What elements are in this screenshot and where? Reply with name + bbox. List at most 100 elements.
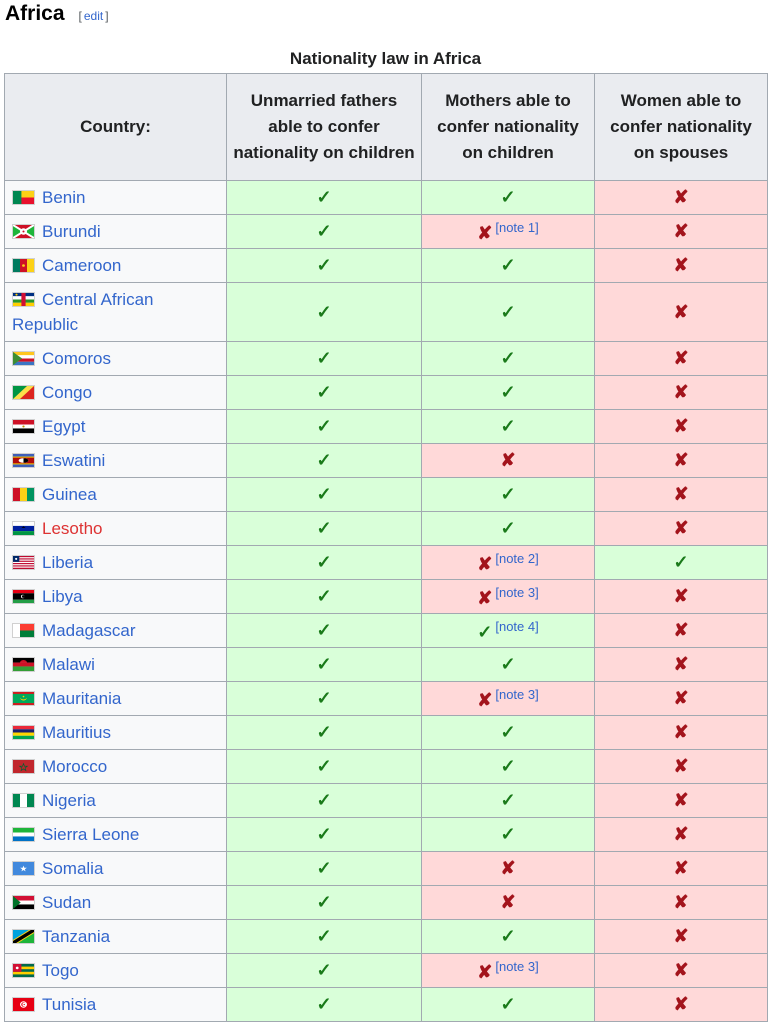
- table-row: Morocco ✓ ✓ ✘: [4, 749, 768, 784]
- country-link[interactable]: Mauritania: [42, 689, 122, 708]
- country-link[interactable]: Tunisia: [42, 995, 97, 1014]
- table-row: Mauritania ✓ ✘ [note 3] ✘: [4, 681, 768, 716]
- country-cell: Madagascar: [4, 613, 227, 648]
- table-row: Benin ✓ ✓ ✘: [4, 180, 768, 215]
- check-icon: ✓: [500, 756, 516, 776]
- cross-icon: ✘: [673, 722, 689, 742]
- country-cell: Lesotho: [4, 511, 227, 546]
- country-cell: Tunisia: [4, 987, 227, 1022]
- country-link[interactable]: Togo: [42, 961, 79, 980]
- spouses-cell: ✘: [594, 214, 768, 249]
- check-icon: ✓: [316, 790, 332, 810]
- country-cell: Sierra Leone: [4, 817, 227, 852]
- fathers-cell: ✓: [226, 613, 422, 648]
- fathers-cell: ✓: [226, 783, 422, 818]
- cross-icon: ✘: [673, 255, 689, 275]
- country-link[interactable]: Madagascar: [42, 621, 136, 640]
- mothers-cell: ✘ [note 3]: [421, 681, 595, 716]
- table-row: Mauritius ✓ ✓ ✘: [4, 715, 768, 750]
- mothers-cell: ✓: [421, 180, 595, 215]
- header-unmarried-fathers[interactable]: Unmarried fathers able to confer nationa…: [226, 73, 422, 181]
- country-link[interactable]: Sierra Leone: [42, 825, 140, 844]
- spouses-cell: ✘: [594, 885, 768, 920]
- country-link[interactable]: Benin: [42, 188, 86, 207]
- check-icon: ✓: [500, 255, 516, 275]
- cross-icon: ✘: [673, 301, 689, 322]
- table-row: Tanzania ✓ ✓ ✘: [4, 919, 768, 954]
- table-row: Nigeria ✓ ✓ ✘: [4, 783, 768, 818]
- country-cell: Cameroon: [4, 248, 227, 283]
- edit-link[interactable]: edit: [83, 9, 104, 23]
- congo-flag-icon: [12, 385, 35, 400]
- country-link[interactable]: Morocco: [42, 757, 108, 776]
- spouses-cell: ✘: [594, 919, 768, 954]
- table-caption: Nationality law in Africa: [289, 49, 482, 68]
- cross-icon: ✘: [500, 450, 516, 470]
- mothers-cell: ✓: [421, 341, 595, 376]
- country-link[interactable]: Libya: [42, 587, 83, 606]
- country-cell: Tanzania: [4, 919, 227, 954]
- mothers-cell: ✓: [421, 477, 595, 512]
- country-link[interactable]: Congo: [42, 383, 93, 402]
- country-cell: Eswatini: [4, 443, 227, 478]
- spouses-cell: ✘: [594, 647, 768, 682]
- cross-icon: ✘: [673, 994, 689, 1014]
- mothers-cell: ✓: [421, 375, 595, 410]
- fathers-cell: ✓: [226, 341, 422, 376]
- car-flag-icon: [12, 292, 35, 307]
- mothers-cell: ✓: [421, 647, 595, 682]
- footnote-link[interactable]: [note 3]: [495, 584, 539, 600]
- fathers-cell: ✓: [226, 749, 422, 784]
- spouses-cell: ✘: [594, 282, 768, 342]
- country-cell: Morocco: [4, 749, 227, 784]
- footnote-link[interactable]: [note 3]: [495, 686, 539, 702]
- header-country[interactable]: Country:: [4, 73, 227, 181]
- country-cell: Comoros: [4, 341, 227, 376]
- comoros-flag-icon: [12, 351, 35, 366]
- country-link[interactable]: Guinea: [42, 485, 97, 504]
- mothers-cell: ✓: [421, 715, 595, 750]
- check-icon: ✓: [316, 960, 332, 980]
- check-icon: ✓: [316, 484, 332, 504]
- cross-icon: ✘: [477, 961, 493, 982]
- spouses-cell: ✘: [594, 817, 768, 852]
- country-cell: Egypt: [4, 409, 227, 444]
- country-link[interactable]: Tanzania: [42, 927, 111, 946]
- check-icon: ✓: [316, 301, 332, 322]
- footnote-link[interactable]: [note 2]: [495, 550, 539, 566]
- spouses-cell: ✘: [594, 749, 768, 784]
- country-link[interactable]: Comoros: [42, 349, 111, 368]
- check-icon: ✓: [500, 790, 516, 810]
- mothers-cell: ✓: [421, 817, 595, 852]
- footnote-link[interactable]: [note 1]: [495, 219, 539, 235]
- country-link[interactable]: Egypt: [42, 417, 86, 436]
- country-link[interactable]: Somalia: [42, 859, 104, 878]
- country-link[interactable]: Lesotho: [42, 519, 103, 538]
- country-link[interactable]: Nigeria: [42, 791, 96, 810]
- mothers-cell: ✓: [421, 987, 595, 1022]
- table-row: Sudan ✓ ✘ ✘: [4, 885, 768, 920]
- country-link[interactable]: Liberia: [42, 553, 94, 572]
- header-women-spouses[interactable]: Women able to confer nationality on spou…: [594, 73, 768, 181]
- country-link[interactable]: Burundi: [42, 222, 101, 241]
- country-link[interactable]: Mauritius: [42, 723, 111, 742]
- fathers-cell: ✓: [226, 409, 422, 444]
- cross-icon: ✘: [673, 221, 689, 241]
- check-icon: ✓: [500, 348, 516, 368]
- cross-icon: ✘: [673, 416, 689, 436]
- table-row: Comoros ✓ ✓ ✘: [4, 341, 768, 376]
- footnote-link[interactable]: [note 4]: [495, 618, 539, 634]
- cross-icon: ✘: [673, 790, 689, 810]
- country-link[interactable]: Eswatini: [42, 451, 106, 470]
- benin-flag-icon: [12, 190, 35, 205]
- country-link[interactable]: Malawi: [42, 655, 95, 674]
- cross-icon: ✘: [673, 892, 689, 912]
- header-mothers[interactable]: Mothers able to confer nationality on ch…: [421, 73, 595, 181]
- cross-icon: ✘: [673, 654, 689, 674]
- country-link[interactable]: Central African Republic: [12, 290, 154, 334]
- tanzania-flag-icon: [12, 929, 35, 944]
- country-link[interactable]: Cameroon: [42, 256, 122, 275]
- country-link[interactable]: Sudan: [42, 893, 92, 912]
- footnote-link[interactable]: [note 3]: [495, 958, 539, 974]
- check-icon: ✓: [500, 301, 516, 322]
